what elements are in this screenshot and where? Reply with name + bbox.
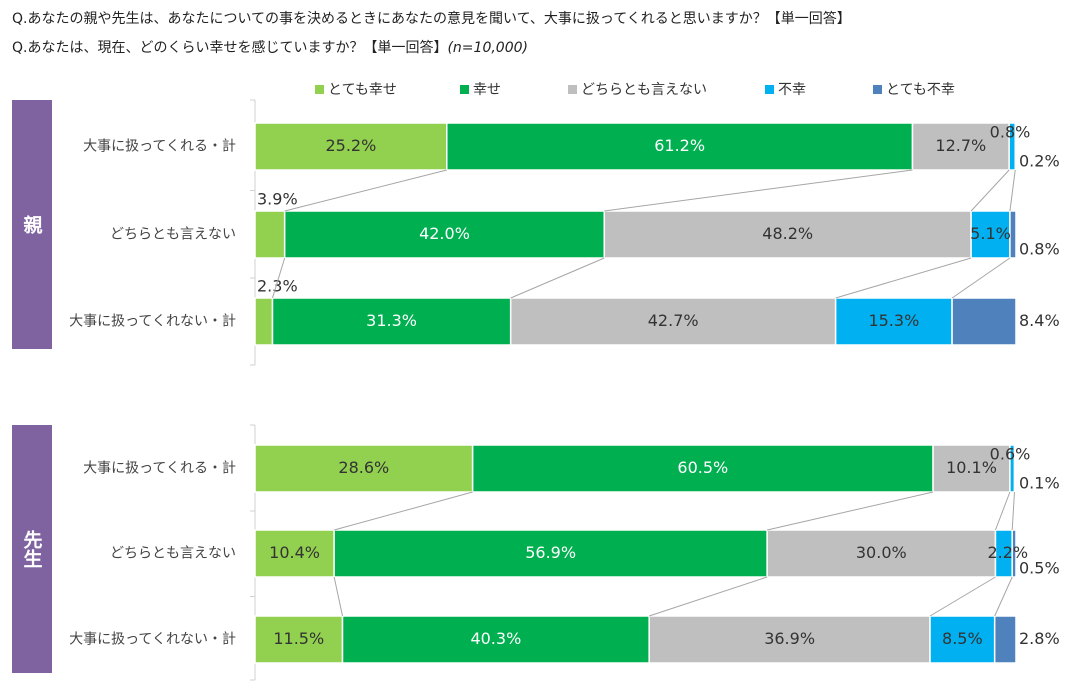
group-label-teachers: 先生	[20, 530, 43, 568]
bar-segment	[951, 297, 1017, 346]
question-1: Q.あなたの親や先生は、あなたについての事を決めるときにあなたの意見を聞いて、大…	[12, 11, 851, 27]
data-label: 12.7%	[935, 136, 986, 155]
data-label: 5.1%	[970, 224, 1011, 243]
bar-segment	[446, 122, 914, 171]
legend-label: どちらとも言えない	[581, 82, 707, 98]
data-label: 31.3%	[366, 311, 417, 330]
data-label: 28.6%	[338, 458, 389, 477]
data-label: 2.8%	[1019, 629, 1060, 648]
bar-segment	[911, 122, 1010, 171]
legend-swatch	[460, 85, 469, 94]
category-label: 大事に扱ってくれない・計	[69, 314, 236, 330]
bar-segment	[333, 529, 768, 578]
data-label: 40.3%	[470, 629, 521, 648]
bar-segment	[932, 444, 1011, 493]
connector-line	[649, 576, 768, 617]
data-label: 0.8%	[990, 123, 1031, 142]
data-label: 0.5%	[1019, 559, 1060, 578]
data-label: 15.3%	[868, 311, 919, 330]
legend-swatch	[765, 85, 774, 94]
category-label: どちらとも言えない	[110, 546, 236, 562]
bar-segment	[254, 210, 286, 259]
data-label: 8.5%	[942, 629, 983, 648]
category-label: 大事に扱ってくれる・計	[83, 461, 236, 477]
data-label: 36.9%	[764, 629, 815, 648]
group-tab-teachers: 先生	[12, 425, 52, 673]
data-label: 0.1%	[1019, 474, 1060, 493]
connector-line	[767, 491, 934, 531]
question-2-main: Q.あなたは、現在、どのくらい幸せを感じていますか？【単一回答】	[12, 40, 448, 56]
category-label: 大事に扱ってくれない・計	[69, 632, 236, 648]
bar-segment	[254, 297, 274, 346]
group-tab-parents: 親	[12, 100, 52, 349]
legend-label: 不幸	[778, 82, 806, 98]
connector-line	[604, 169, 913, 212]
bar-segment	[603, 210, 972, 259]
category-label: どちらとも言えない	[110, 227, 236, 243]
bar-segment	[834, 297, 953, 346]
bar-segment	[283, 210, 606, 259]
data-label: 0.8%	[1019, 240, 1060, 259]
data-label: 10.4%	[269, 543, 320, 562]
data-label: 56.9%	[525, 543, 576, 562]
connector-line	[835, 257, 972, 299]
group-label-parents: 親	[20, 215, 43, 234]
bar-segment	[993, 615, 1017, 664]
question-2: Q.あなたは、現在、どのくらい幸せを感じていますか？【単一回答】(n=10,00…	[12, 37, 528, 57]
connector-line	[994, 491, 1011, 531]
bar-segment	[1013, 444, 1016, 493]
connector-line	[1009, 169, 1016, 212]
connector-line	[334, 491, 473, 531]
legend-label: とても幸せ	[328, 82, 397, 98]
bar-segment	[1014, 122, 1018, 171]
legend-label: とても不幸	[886, 82, 955, 98]
bar-segment	[254, 529, 335, 578]
bar-segment	[766, 529, 997, 578]
data-label: 0.2%	[1019, 152, 1060, 171]
bar-segment	[970, 210, 1011, 259]
sample-size: (n=10,000)	[447, 40, 528, 56]
category-label: 大事に扱ってくれる・計	[83, 139, 236, 155]
connector-line	[272, 257, 286, 299]
bar-segment	[1011, 529, 1017, 578]
data-label: 2.3%	[257, 277, 298, 296]
data-label: 48.2%	[762, 224, 813, 243]
legend-swatch	[315, 85, 324, 94]
connector-line	[994, 576, 1013, 617]
data-label: 42.0%	[419, 224, 470, 243]
bar-segment	[648, 615, 931, 664]
legend-label: 幸せ	[473, 82, 501, 98]
legend-swatch	[873, 85, 882, 94]
data-label: 30.0%	[856, 543, 907, 562]
data-label: 0.6%	[990, 445, 1031, 464]
data-label: 60.5%	[677, 458, 728, 477]
data-label: 3.9%	[257, 190, 298, 209]
bar-segment	[341, 615, 650, 664]
connector-line	[510, 257, 605, 299]
data-label: 8.4%	[1019, 311, 1060, 330]
connector-line	[1011, 491, 1015, 531]
bar-segment	[509, 297, 837, 346]
bar-segment	[254, 444, 474, 493]
bar-segment	[254, 615, 344, 664]
data-label: 11.5%	[273, 629, 324, 648]
data-label: 2.2%	[987, 543, 1028, 562]
data-label: 61.2%	[654, 136, 705, 155]
connector-line	[970, 169, 1010, 212]
data-label: 10.1%	[946, 458, 997, 477]
data-label: 42.7%	[648, 311, 699, 330]
data-label: 25.2%	[325, 136, 376, 155]
connector-line	[951, 257, 1011, 299]
connector-line	[333, 576, 344, 617]
bar-segment	[1009, 210, 1017, 259]
connector-line	[284, 169, 447, 212]
bar-segment	[271, 297, 512, 346]
bar-segment	[471, 444, 934, 493]
connector-line	[929, 576, 996, 617]
legend-swatch	[568, 85, 577, 94]
